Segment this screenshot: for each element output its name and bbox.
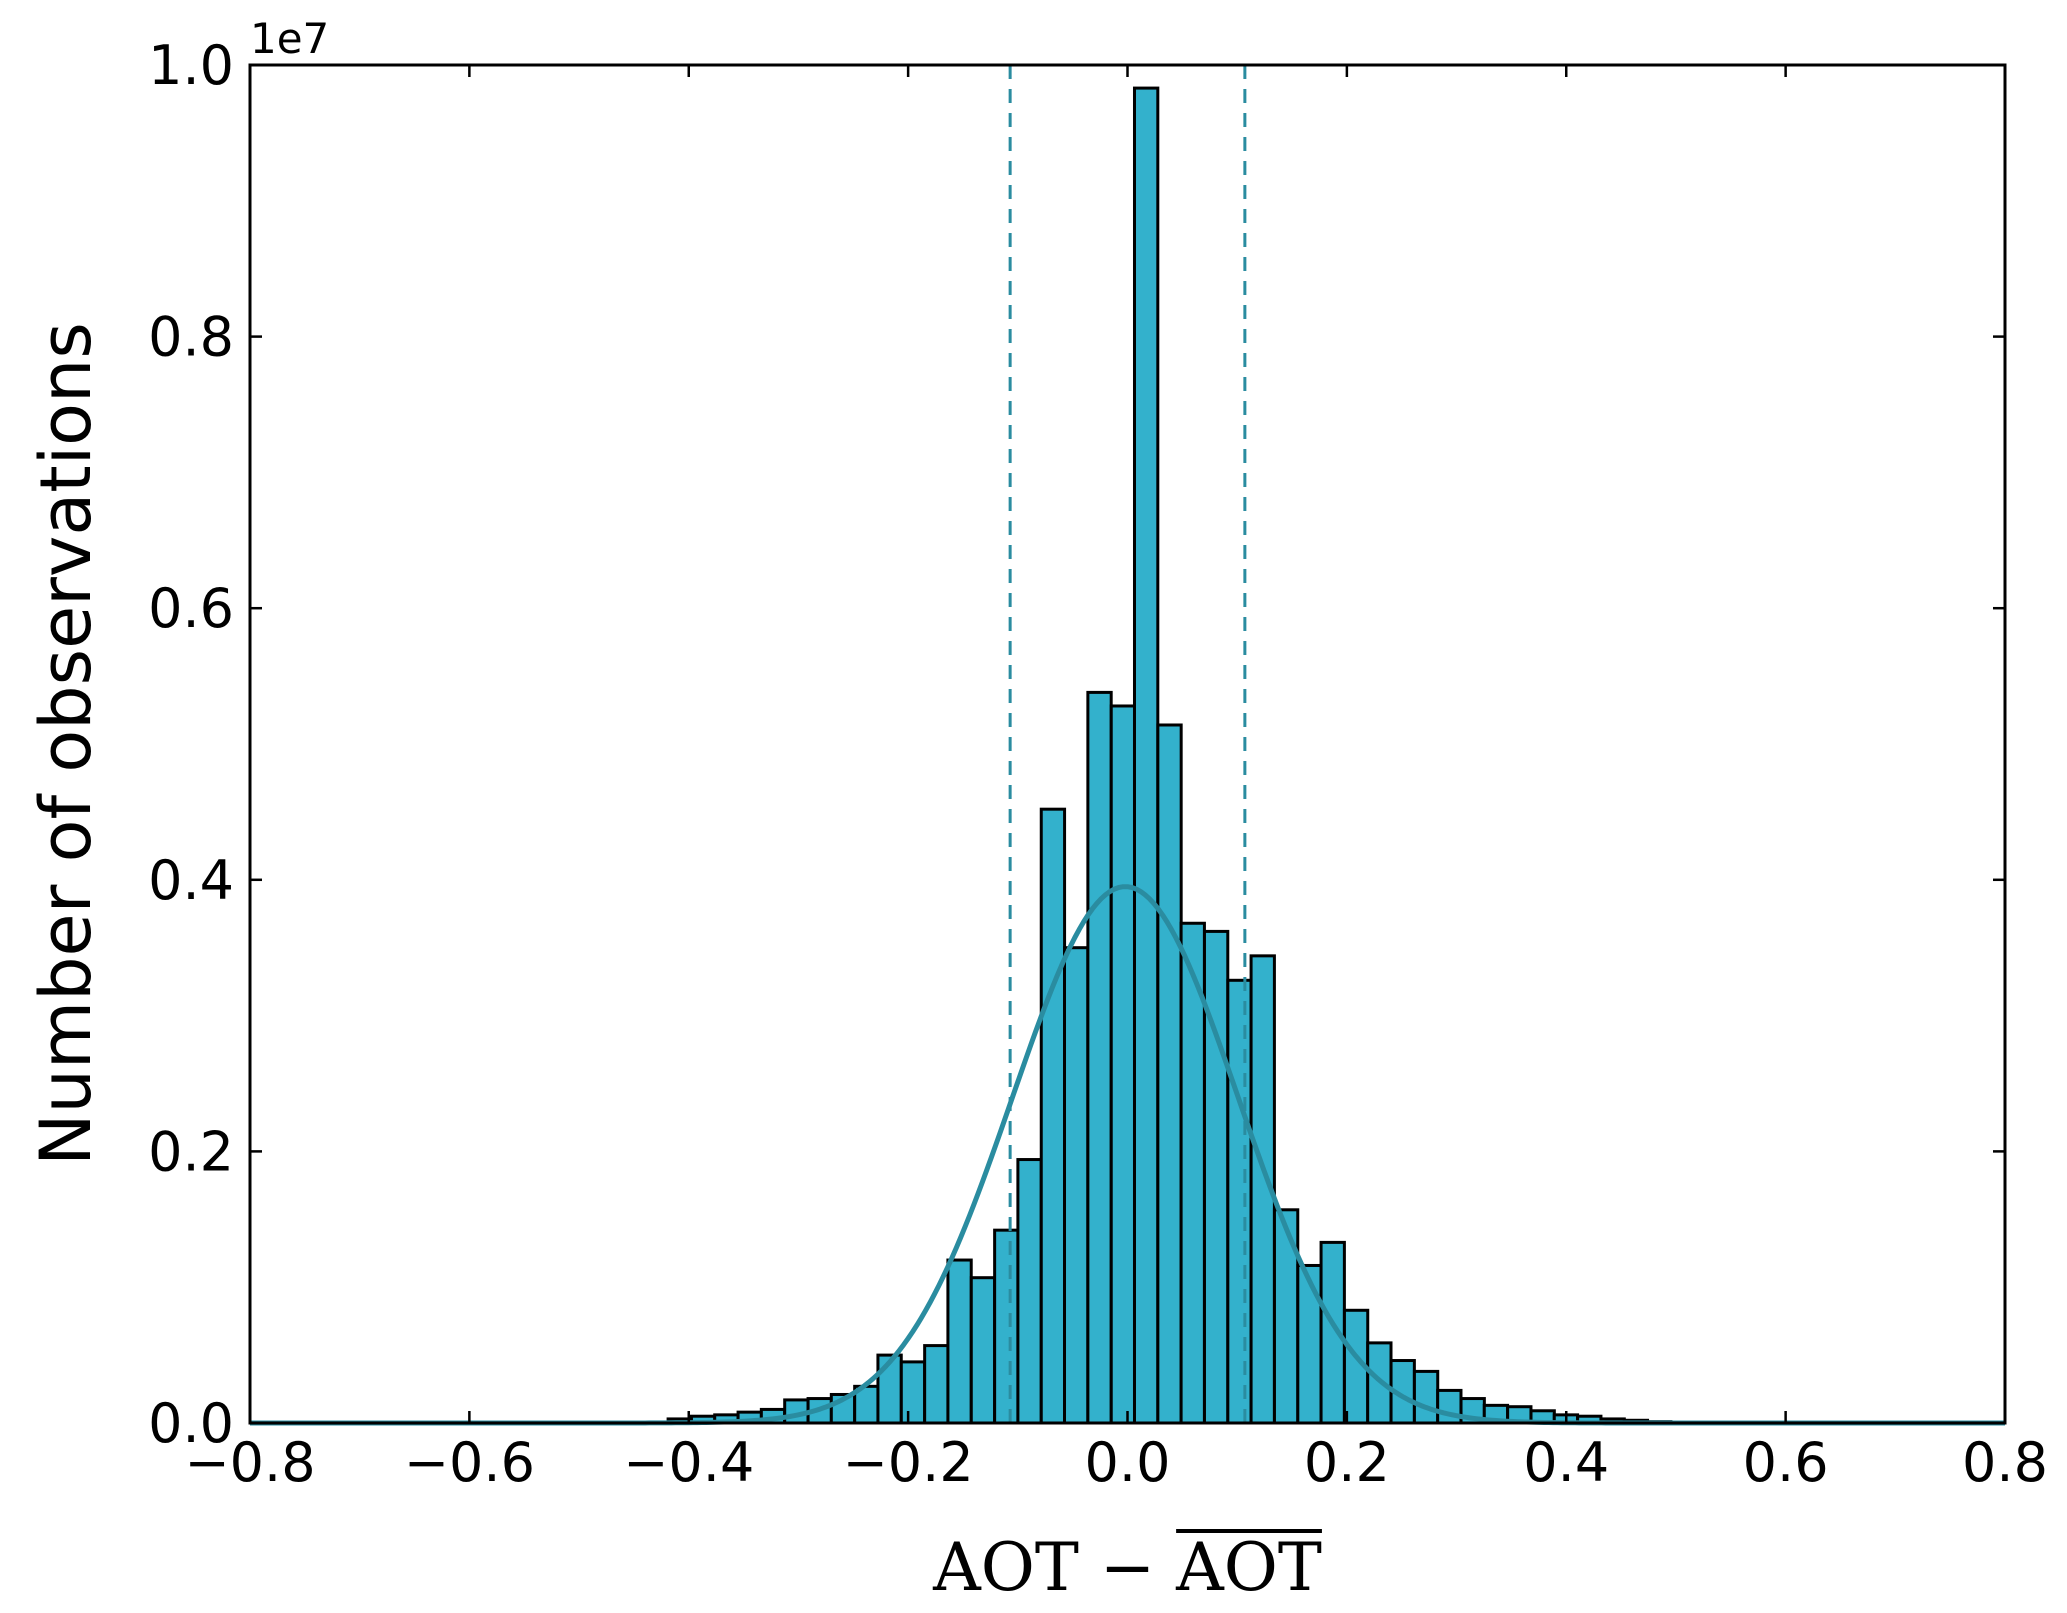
y-tick-label-3: 0.6 [148, 577, 234, 640]
x-tick-label-8: 0.8 [1962, 1431, 2048, 1494]
histogram-bar-13 [969, 1276, 997, 1425]
histogram-bar-17 [1063, 946, 1090, 1425]
y-tick-label-4: 0.8 [148, 306, 234, 369]
axis-ticks: −0.8 −0.6 −0.4 −0.2 0.0 0.2 0.4 0.6 0.8 0.0 0.2 0.4… [148, 34, 2048, 1494]
histogram-bar-21 [1156, 723, 1183, 1425]
histogram-bar-24 [1226, 978, 1253, 1425]
histogram-bar-14 [993, 1228, 1020, 1425]
histogram-bar-12 [946, 1258, 973, 1425]
y-offset-label: 1e7 [250, 14, 329, 63]
y-tick-label-2: 0.4 [148, 849, 234, 912]
x-axis-label: AOT − AOT [932, 1529, 1322, 1606]
x-tick-label-2: −0.4 [623, 1431, 754, 1494]
x-tick-label-0: −0.8 [184, 1431, 315, 1494]
y-tick-label-1: 0.2 [148, 1120, 234, 1183]
x-tick-label-1: −0.6 [404, 1431, 535, 1494]
x-tick-label-6: 0.4 [1523, 1431, 1609, 1494]
histogram-bar-16 [1039, 807, 1067, 1425]
x-tick-label-5: 0.2 [1304, 1431, 1390, 1494]
y-tick-label-0: 0.0 [148, 1392, 234, 1455]
x-tick-label-7: 0.6 [1743, 1431, 1829, 1494]
histogram-bar-15 [1016, 1158, 1043, 1425]
x-axis-label-text: AOT − AOT [932, 1529, 1322, 1606]
histogram-bar-27 [1296, 1263, 1323, 1425]
histogram-bar-19 [1109, 704, 1137, 1425]
y-axis-label: Number of observations [25, 322, 107, 1166]
reference-lines [1008, 65, 1247, 1423]
histogram-bars [666, 86, 1673, 1425]
histogram-bar-20 [1132, 86, 1160, 1425]
x-tick-label-3: −0.2 [843, 1431, 974, 1494]
histogram-bar-32 [1412, 1369, 1440, 1425]
histogram-bar-10 [899, 1360, 927, 1425]
histogram-bar-23 [1202, 929, 1230, 1425]
y-tick-label-5: 1.0 [148, 34, 234, 97]
histogram-bar-18 [1086, 690, 1113, 1425]
histogram-bar-11 [923, 1344, 950, 1425]
x-tick-label-4: 0.0 [1085, 1431, 1171, 1494]
